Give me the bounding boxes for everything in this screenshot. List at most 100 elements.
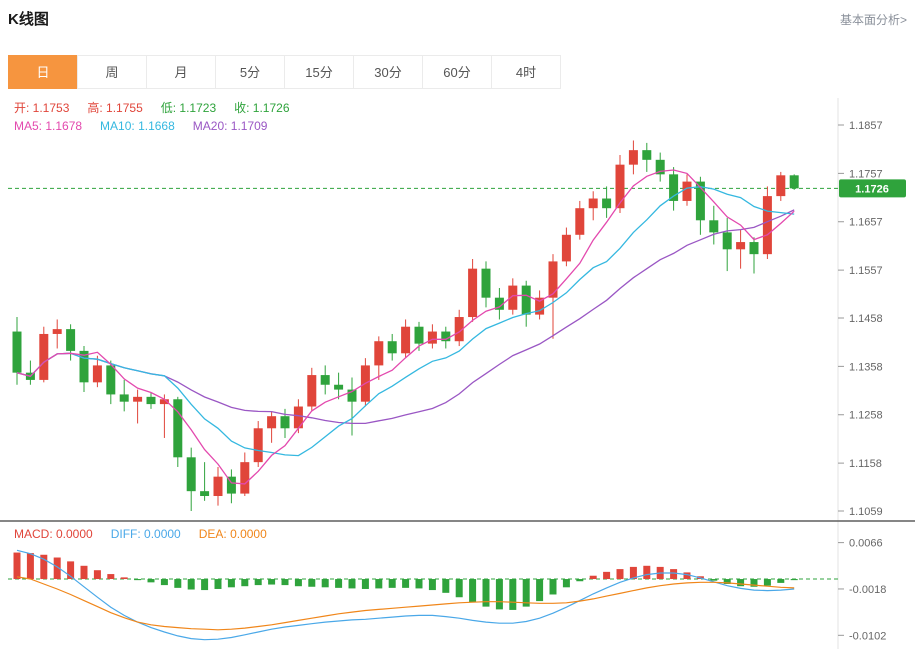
candle-body [642,150,652,160]
macd-bar [562,579,570,588]
candle-body [347,389,357,402]
candle-body [66,329,76,351]
tab-4hour[interactable]: 4时 [491,55,561,89]
macd-bar [790,579,798,581]
macd-bar [763,579,771,586]
macd-bar [281,579,289,586]
candle-body [79,350,89,383]
macd-bar [723,579,731,584]
macd-bar [335,579,343,588]
candle-body [414,326,424,344]
candle-body [119,394,129,402]
candle-body [789,175,799,189]
macd-value: MACD: 0.0000 [14,527,93,541]
macd-bar [482,579,490,607]
candle-body [709,220,719,233]
candle-body [427,331,437,344]
fundamental-analysis-link[interactable]: 基本面分析> [839,13,907,27]
macd-bar [455,579,463,598]
macd-bar [536,579,544,602]
macd-bar [402,579,410,588]
candle-body [695,181,705,221]
macd-bar [576,579,584,582]
candle-body [575,208,585,235]
macd-bar [710,579,718,581]
current-price-tag: 1.1726 [839,179,906,198]
candle-body [454,317,464,342]
macd-bar [777,579,785,583]
ma-legend: MA5: 1.1678 MA10: 1.1668 MA20: 1.1709 [14,119,285,133]
macd-bar [294,579,302,587]
axis-tick-label: 1.1358 [849,361,883,373]
macd-bar [670,569,678,580]
tab-30min[interactable]: 30分 [353,55,423,89]
tab-day[interactable]: 日 [8,55,78,89]
macd-bar [737,579,745,587]
axis-tick-label: 1.1059 [849,506,883,518]
macd-bar [375,579,383,589]
macd-bar [629,566,637,580]
ma20-value: MA20: 1.1709 [192,119,268,133]
candle-body [762,196,772,255]
macd-bar [321,579,329,588]
candle-body [615,164,625,209]
tab-60min[interactable]: 60分 [422,55,492,89]
macd-bar [509,579,517,610]
macd-bar [160,579,168,586]
candle-body [146,396,156,405]
tab-5min[interactable]: 5分 [215,55,285,89]
macd-bar [107,574,115,580]
tab-month[interactable]: 月 [146,55,216,89]
candle-body [293,406,303,429]
macd-bar [549,579,557,595]
macd-bar [522,579,530,607]
candle-body [186,457,196,492]
macd-bar [120,577,128,580]
timeframe-tabs: 日周月 5分 15分 30分 60分 4时 [8,55,561,89]
candle-body [494,297,504,310]
macd-bar [40,554,48,580]
macd-bar [93,570,101,580]
axis-tick-label: 0.0066 [849,538,883,550]
price-axis: 1.1857 1.1757 1.1657 1.1557 1.1458 1.1358 1.12… [838,120,883,518]
macd-bar [227,579,235,588]
macd-bar [495,579,503,610]
macd-bar [174,579,182,588]
axis-tick-label: 1.1557 [849,265,883,277]
candle-body [401,326,411,354]
macd-bar [308,579,316,587]
candle-body [387,341,397,354]
macd-bar [241,579,249,587]
ma10-line [16,186,795,457]
axis-tick-label: -0.0018 [849,584,886,596]
candle-body [561,234,571,262]
axis-tick-label: 1.1158 [849,458,882,470]
candle-body [548,261,558,298]
candle-body [106,365,116,395]
candle-body [508,285,518,310]
macd-bar [643,565,651,580]
candle-body [521,285,531,315]
candle-body [334,384,344,390]
macd-bar [750,579,758,587]
macd-bar [388,579,396,588]
price-tag-box [839,179,906,198]
tab-week[interactable]: 周 [77,55,147,89]
macd-bar [147,579,155,583]
macd-bar [616,569,624,580]
candle-body [602,198,612,209]
candle-body [441,331,451,342]
candle-body [320,375,330,385]
macd-axis: 0.0066 -0.0018 -0.0102 [838,538,886,642]
candle-body [200,491,210,497]
tab-15min[interactable]: 15分 [284,55,354,89]
candles-layer [12,140,799,511]
macd-bar [361,579,369,589]
ohlc-low: 低: 1.1723 [160,101,217,115]
candle-body [776,175,786,197]
macd-legend: MACD: 0.0000 DIFF: 0.0000 DEA: 0.0000 [14,527,285,541]
candle-body [213,476,223,497]
macd-bar [589,575,597,580]
dea-line [16,576,795,631]
